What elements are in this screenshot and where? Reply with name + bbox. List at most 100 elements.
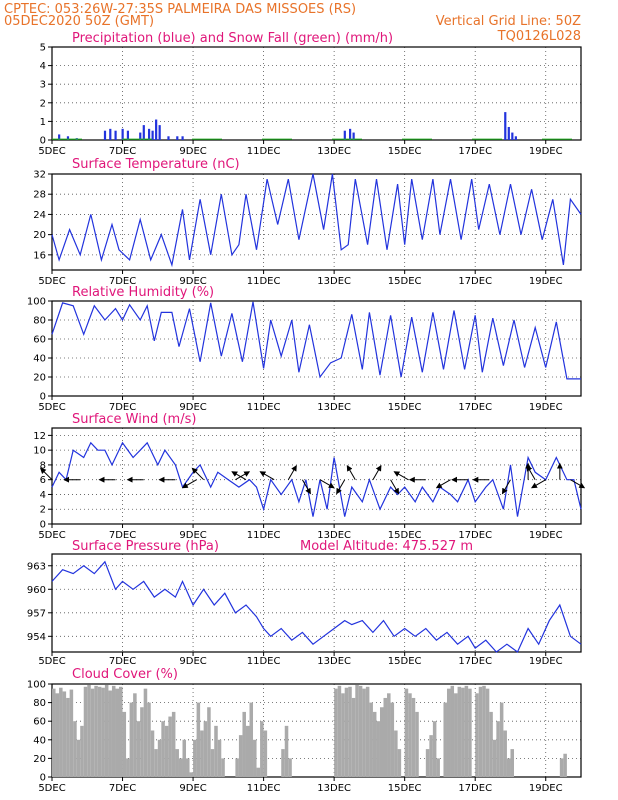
cloud-bar xyxy=(256,767,261,777)
wind-vector xyxy=(390,479,400,495)
cloud-bar xyxy=(429,735,433,777)
xtick-label: 17DEC xyxy=(458,783,492,794)
cloud-bar xyxy=(263,730,268,777)
series-line xyxy=(51,441,582,517)
cloud-bar xyxy=(94,685,98,777)
xtick-label: 9DEC xyxy=(179,656,206,667)
precip-bar xyxy=(58,134,61,140)
ytick-label: 20 xyxy=(33,373,46,384)
cloud-bar xyxy=(365,686,370,777)
xtick-label: 15DEC xyxy=(388,783,422,794)
panel-4: 0 2 4 6 8 10 12 5DEC 7DEC 9DEC 11DEC 13DEC 15DEC 17DE… xyxy=(33,412,586,541)
ytick-label: 80 xyxy=(33,316,46,327)
cloud-bar xyxy=(454,693,458,777)
wind-vector xyxy=(372,464,382,480)
ytick-label: 5 xyxy=(40,43,46,54)
precip-bar xyxy=(167,136,170,140)
cloud-bar xyxy=(387,693,391,777)
run-date: 05DEC2020 50Z (GMT) xyxy=(4,14,154,29)
cloud-bar xyxy=(253,739,257,777)
wind-vector xyxy=(346,464,356,480)
ytick-label: 40 xyxy=(33,354,46,365)
cloud-bar xyxy=(101,687,105,777)
cloud-bar xyxy=(196,702,201,777)
ytick-label: 0 xyxy=(40,136,46,147)
cloud-bar xyxy=(432,721,437,777)
cloud-bar xyxy=(482,685,486,777)
xtick-label: 11DEC xyxy=(247,656,281,667)
xtick-label: 11DEC xyxy=(247,402,281,413)
cloud-bar xyxy=(147,702,151,777)
cloud-bar xyxy=(242,711,246,777)
ytick-label: 957 xyxy=(27,608,46,619)
cloud-bar xyxy=(450,685,455,777)
xtick-label: 17DEC xyxy=(458,530,492,541)
ytick-label: 8 xyxy=(40,460,46,471)
cloud-bar xyxy=(52,688,56,777)
cloud-bar xyxy=(73,721,77,777)
cloud-bar xyxy=(171,711,176,777)
cloud-bar xyxy=(175,749,179,777)
cloud-bar xyxy=(62,691,67,777)
wind-vector xyxy=(39,467,53,481)
xtick-label: 17DEC xyxy=(458,656,492,667)
cloud-bar xyxy=(154,749,158,777)
ytick-label: 60 xyxy=(33,335,46,346)
panel-title: Surface Wind (m/s) xyxy=(72,412,196,427)
ytick-label: 32 xyxy=(33,170,46,181)
xtick-label: 5DEC xyxy=(38,402,65,413)
cloud-bar xyxy=(186,758,190,777)
cloud-bar xyxy=(496,721,500,777)
cloud-bar xyxy=(164,725,169,777)
ytick-label: 2 xyxy=(40,98,46,109)
wind-vector xyxy=(301,479,311,495)
ytick-label: 24 xyxy=(33,210,46,221)
ytick-label: 4 xyxy=(40,61,46,72)
xtick-label: 17DEC xyxy=(458,402,492,413)
cloud-bar xyxy=(404,688,409,777)
cloud-bar xyxy=(80,725,84,777)
cloud-bar xyxy=(492,739,497,777)
cloud-bar xyxy=(390,702,395,777)
cloud-bar xyxy=(288,758,292,777)
cloud-bar xyxy=(104,684,109,777)
cloud-bar xyxy=(140,707,144,777)
xtick-label: 9DEC xyxy=(179,783,206,794)
cloud-bar xyxy=(334,688,338,777)
precip-bar xyxy=(121,128,124,140)
xtick-label: 19DEC xyxy=(529,530,563,541)
cloud-bar xyxy=(126,758,130,777)
ytick-label: 16 xyxy=(33,250,46,261)
cloud-bar xyxy=(97,686,102,777)
cloud-bar xyxy=(468,688,472,777)
precip-bar xyxy=(126,130,130,140)
precip-bar xyxy=(139,132,142,140)
panel-3: 0 20 40 60 80 100 5DEC 7DEC 9DEC 11DEC 13DEC 15DEC 1… xyxy=(27,285,582,413)
cloud-bar xyxy=(200,730,204,777)
cloud-bar xyxy=(83,686,88,777)
cloud-bar xyxy=(506,758,511,777)
xtick-label: 13DEC xyxy=(317,783,351,794)
panel-2: 16 20 24 28 32 5DEC 7DEC 9DEC 11DEC 13DEC 15DEC 17D… xyxy=(33,157,582,287)
cloud-bar xyxy=(111,685,116,777)
xtick-label: 11DEC xyxy=(247,530,281,541)
cloud-bar xyxy=(235,758,239,777)
ytick-label: 100 xyxy=(27,297,46,308)
cloud-bar xyxy=(69,689,74,777)
ytick-label: 0 xyxy=(40,520,46,531)
ytick-label: 954 xyxy=(27,632,46,643)
ytick-label: 28 xyxy=(33,190,46,201)
panel-title: Cloud Cover (%) xyxy=(72,667,178,682)
xtick-label: 7DEC xyxy=(109,783,136,794)
precip-bar xyxy=(349,128,352,140)
xtick-label: 5DEC xyxy=(38,276,65,287)
cloud-bar xyxy=(189,772,194,777)
xtick-label: 7DEC xyxy=(109,530,136,541)
xtick-label: 19DEC xyxy=(529,146,563,157)
cloud-bar xyxy=(499,702,504,777)
cloud-bar xyxy=(182,739,187,777)
precip-bar xyxy=(158,125,161,140)
cloud-bar xyxy=(351,697,356,777)
cloud-bar xyxy=(475,693,479,777)
